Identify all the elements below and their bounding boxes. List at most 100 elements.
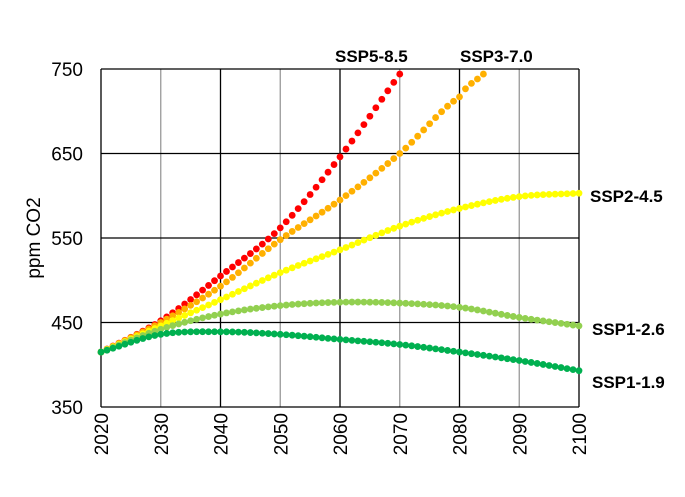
series-label: SSP1-1.9 (592, 373, 665, 392)
data-point (217, 272, 224, 280)
data-point (235, 269, 242, 277)
data-point (366, 234, 374, 242)
data-point (360, 236, 368, 244)
data-point (366, 174, 374, 182)
data-point (408, 218, 416, 226)
y-tick-label: 550 (51, 229, 83, 250)
data-point (318, 253, 326, 261)
data-point (426, 120, 434, 128)
data-point (396, 341, 404, 348)
data-point (497, 310, 505, 318)
data-point (312, 212, 320, 220)
data-point (199, 328, 206, 336)
data-point (258, 277, 266, 284)
data-point (312, 183, 320, 191)
data-point (241, 285, 248, 293)
data-point (414, 216, 422, 224)
data-point (456, 205, 463, 212)
data-point (300, 332, 308, 340)
data-point (324, 250, 332, 258)
data-point (330, 200, 338, 208)
data-point (145, 333, 153, 341)
data-point (348, 187, 356, 195)
data-point (276, 224, 284, 232)
data-point (551, 363, 559, 370)
data-point (330, 248, 338, 256)
data-point (539, 317, 547, 325)
data-point (563, 190, 571, 198)
data-point (109, 344, 117, 352)
data-point (468, 202, 475, 209)
data-point (569, 321, 577, 329)
data-point (557, 364, 565, 371)
data-point (521, 358, 529, 365)
data-point (444, 302, 451, 310)
data-point (282, 218, 290, 226)
data-point (199, 286, 206, 294)
data-point (324, 204, 332, 212)
data-point (139, 335, 147, 342)
data-point (396, 70, 404, 78)
data-point (360, 337, 368, 345)
data-point (336, 298, 344, 306)
data-point (205, 313, 212, 320)
data-point (491, 353, 499, 361)
data-point (264, 235, 272, 243)
data-point (456, 93, 463, 101)
data-point (169, 322, 177, 330)
data-point (354, 183, 362, 191)
data-point (193, 306, 201, 314)
series-label: SSP5-8.5 (335, 47, 408, 66)
data-point (474, 351, 481, 358)
data-point (426, 344, 434, 352)
data-point (468, 350, 475, 358)
data-point (306, 333, 314, 341)
data-point (462, 304, 469, 312)
data-point (348, 137, 356, 145)
data-point (462, 85, 469, 93)
data-point (491, 309, 499, 317)
data-point (288, 211, 296, 219)
data-point (187, 296, 195, 303)
data-point (193, 315, 201, 323)
data-point (497, 195, 505, 203)
data-point (372, 298, 380, 306)
data-point (402, 341, 410, 349)
data-point (480, 351, 487, 359)
data-point (384, 299, 392, 307)
data-point (372, 169, 380, 177)
data-point (396, 150, 404, 157)
data-point (491, 197, 499, 204)
data-point (378, 299, 386, 306)
data-point (229, 328, 236, 336)
data-point (444, 347, 451, 354)
data-point (246, 305, 254, 313)
data-point (414, 300, 422, 308)
data-point (300, 259, 308, 267)
x-tick-label: 2060 (331, 413, 352, 455)
data-point (390, 299, 398, 307)
data-point (527, 191, 535, 199)
data-point (205, 328, 212, 336)
data-point (533, 316, 541, 324)
data-point (420, 343, 428, 351)
data-point (270, 230, 278, 238)
data-point (384, 339, 392, 347)
data-point (306, 299, 314, 307)
data-point (276, 236, 284, 244)
data-point (276, 302, 284, 309)
data-point (408, 138, 416, 146)
data-point (509, 313, 517, 320)
data-point (551, 319, 559, 326)
data-point (420, 214, 428, 222)
series-group (97, 70, 583, 375)
data-point (235, 328, 242, 336)
data-point (462, 203, 469, 211)
data-point (264, 245, 272, 253)
data-point (324, 299, 332, 306)
data-point (480, 199, 487, 207)
data-point (258, 329, 266, 337)
data-point (217, 310, 224, 318)
data-point (115, 342, 123, 350)
data-point (324, 334, 332, 342)
